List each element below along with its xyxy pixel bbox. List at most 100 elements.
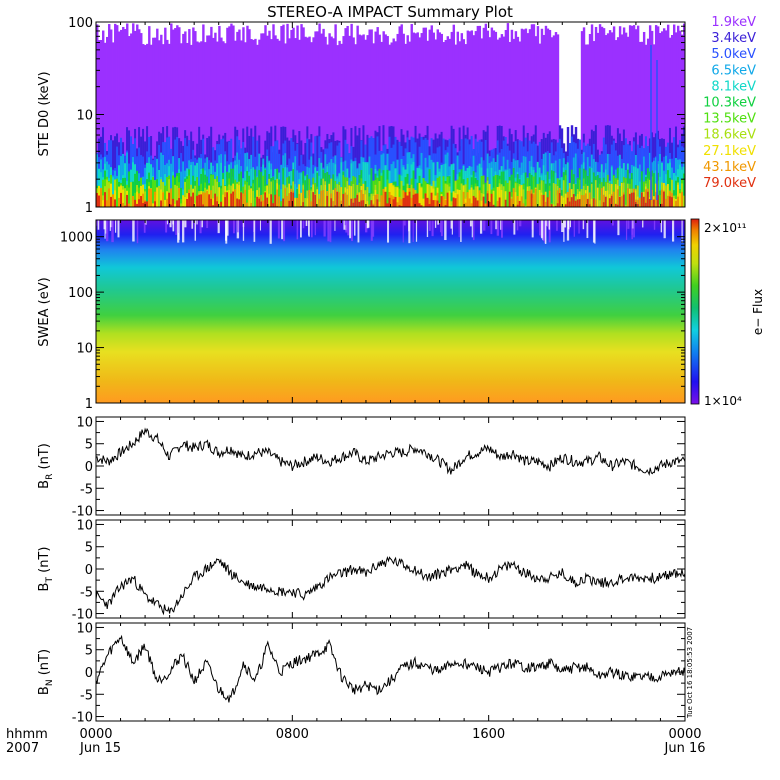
swea-streak	[103, 220, 106, 230]
ste-bar-1.9keV	[270, 39, 273, 207]
ste-bar-10.3keV	[574, 184, 578, 207]
ste-bar-79.0keV	[572, 194, 576, 207]
y-tick-label: -5	[80, 688, 93, 703]
ste-bar-43.1keV	[108, 188, 111, 207]
swea-streak	[329, 220, 332, 243]
ste-legend-item: 5.0keV	[711, 47, 756, 62]
ste-bar-79.0keV	[264, 192, 267, 207]
ste-bar-79.0keV	[608, 198, 612, 207]
ste-bar-27.1keV	[396, 187, 399, 207]
ste-bar-79.0keV	[224, 197, 227, 207]
bt-ylabel-main: B	[37, 583, 52, 592]
y-tick-label: 0	[85, 563, 93, 578]
y-tick-label: 5	[85, 541, 93, 556]
ste-bar-6.5keV	[218, 155, 221, 207]
ste-bar-43.1keV	[510, 198, 514, 207]
ste-bar-79.0keV	[512, 205, 516, 207]
swea-streak	[387, 220, 390, 243]
ste-bar-1.9keV	[542, 34, 546, 207]
ste-bar-43.1keV	[478, 190, 482, 207]
ste-bar-43.1keV	[612, 191, 616, 207]
ste-bar-1.9keV	[178, 27, 181, 207]
swea-streak	[111, 220, 114, 243]
ste-bar-79.0keV	[372, 205, 375, 207]
ste-bar-79.0keV	[136, 203, 139, 207]
ste-bar-1.9keV	[662, 28, 666, 208]
swea-streak	[314, 220, 316, 236]
ste-bar-43.1keV	[660, 189, 664, 207]
ste-bar-43.1keV	[344, 192, 347, 207]
swea-streak	[166, 220, 169, 225]
ste-bar-79.0keV	[300, 205, 303, 207]
ste-bar-1.9keV	[180, 43, 183, 208]
ste-bar-1.9keV	[432, 32, 435, 208]
ste-bar-8.1keV	[300, 173, 303, 207]
ste-bar-1.9keV	[190, 44, 193, 207]
swea-streak	[402, 220, 404, 243]
ste-bar-1.9keV	[234, 40, 237, 207]
ste-bar-43.1keV	[372, 203, 375, 207]
ste-bar-1.9keV	[200, 41, 203, 207]
ste-bar-79.0keV	[554, 205, 558, 207]
ste-bar-27.1keV	[470, 187, 474, 207]
ste-bar-5.0keV	[398, 141, 401, 207]
ste-bar-1.9keV	[474, 31, 478, 207]
swea-streak	[671, 220, 675, 242]
ste-bar-1.9keV	[256, 44, 259, 208]
ste-bar-27.1keV	[294, 197, 297, 207]
ste-bar-1.9keV	[412, 32, 415, 207]
ste-bar-1.9keV	[452, 24, 456, 207]
swea-streak	[431, 220, 434, 237]
bn-ylabel-main: B	[37, 686, 52, 695]
ste-bar-13.5keV	[180, 199, 183, 207]
swea-streak	[96, 220, 98, 226]
time-axis-footer: hhmm 2007 0000 0800 1600 0000 Jun 15 Jun 16	[6, 727, 706, 756]
ste-bar-1.9keV	[326, 44, 329, 207]
ste-bar-5.0keV	[222, 138, 225, 207]
ste-y-tick-label: 1	[85, 201, 93, 216]
ste-bar-1.9keV	[610, 32, 614, 208]
swea-streak	[617, 220, 620, 236]
y-tick-label: 5	[85, 438, 93, 453]
ste-bar-43.1keV	[594, 199, 598, 207]
bn-ylabel: BN (nT)	[37, 649, 55, 695]
ste-bar-6.5keV	[408, 152, 411, 207]
ste-bar-79.0keV	[668, 196, 672, 207]
ste-bar-18.6keV	[180, 203, 183, 207]
ste-bar-5.0keV	[454, 148, 458, 207]
swea-streak	[516, 220, 519, 231]
ste-bar-10.3keV	[588, 168, 592, 207]
ste-bar-27.1keV	[514, 192, 518, 207]
swea-streak	[490, 220, 493, 235]
ste-bar-79.0keV	[314, 194, 317, 207]
ste-legend-item: 79.0keV	[703, 176, 756, 191]
ste-bar-1.9keV	[590, 24, 594, 208]
ste-bar-79.0keV	[96, 193, 99, 207]
ste-bar-1.9keV	[220, 37, 223, 207]
ste-bar-1.9keV	[606, 33, 610, 208]
ste-bar-1.9keV	[470, 30, 474, 207]
ste-bar-1.9keV	[320, 33, 323, 208]
ste-bar-1.9keV	[198, 42, 201, 207]
ste-ylabel: STE D0 (keV)	[37, 71, 52, 156]
ste-bar-13.5keV	[386, 179, 389, 207]
ste-bar-79.0keV	[236, 198, 239, 207]
y-tick-label: -10	[72, 608, 93, 623]
ste-bar-1.9keV	[334, 24, 337, 207]
ste-bar-18.6keV	[502, 186, 506, 207]
ste-bar-43.1keV	[588, 192, 592, 207]
ste-bar-1.9keV	[368, 29, 371, 208]
ste-bar-1.9keV	[126, 23, 129, 208]
ste-bar-27.1keV	[250, 188, 253, 207]
ste-bar-1.9keV	[210, 26, 213, 208]
ste-bar-1.9keV	[276, 38, 279, 207]
ste-bar-43.1keV	[464, 202, 468, 207]
ste-bar-43.1keV	[600, 188, 604, 207]
ste-bar-10.3keV	[382, 170, 385, 207]
swea-streak	[611, 220, 614, 226]
swea-streak	[561, 220, 564, 233]
ste-bar-18.6keV	[176, 185, 179, 207]
ste-bar-43.1keV	[320, 190, 323, 207]
ste-bar-1.9keV	[308, 36, 311, 207]
ste-bar-43.1keV	[360, 190, 363, 207]
